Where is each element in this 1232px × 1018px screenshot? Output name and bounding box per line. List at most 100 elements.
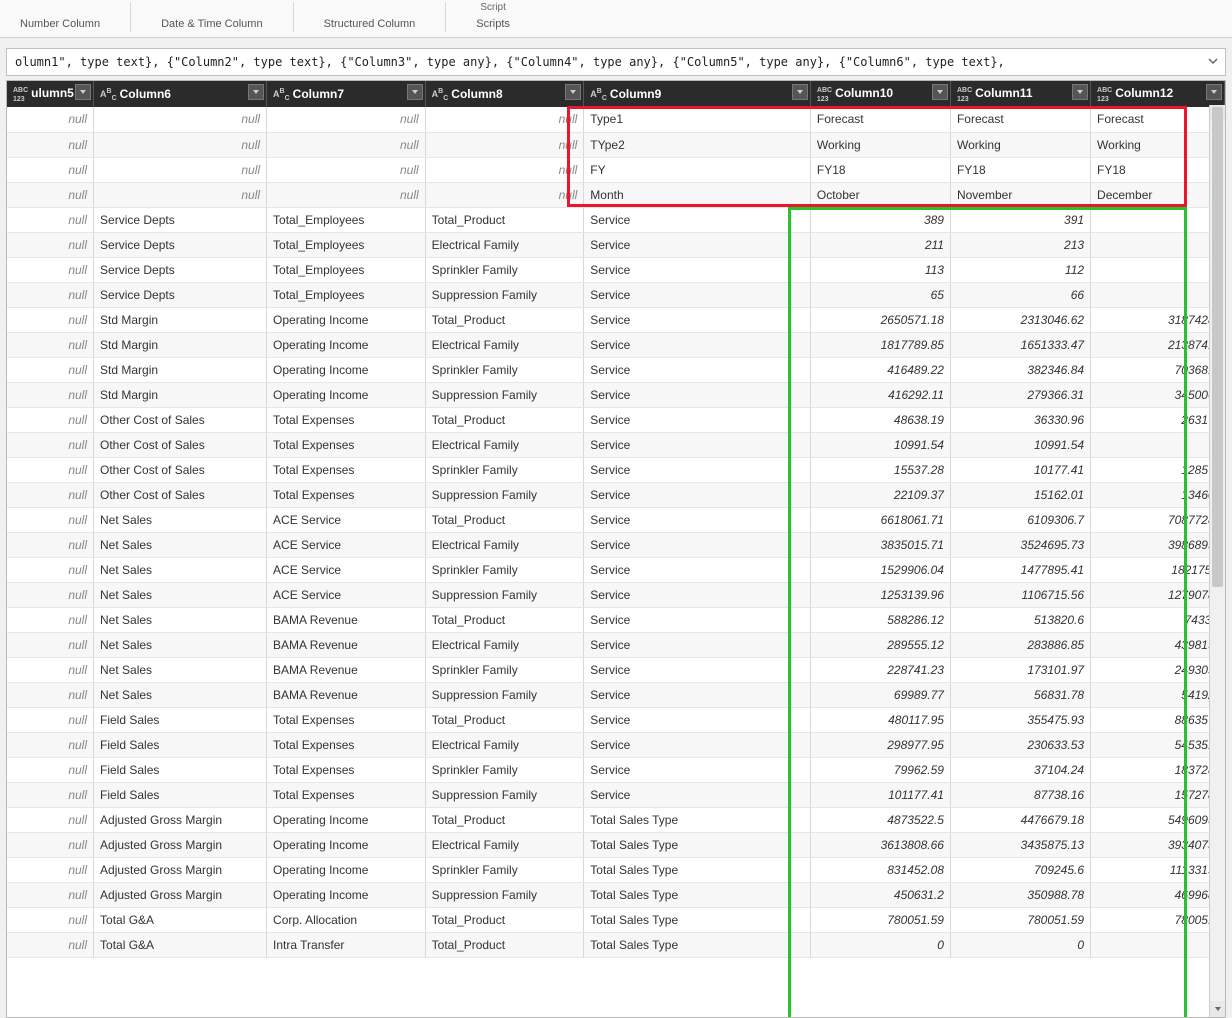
table-row[interactable]: nullNet SalesACE ServiceElectrical Famil… — [7, 532, 1225, 557]
cell[interactable]: Suppression Family — [425, 882, 584, 907]
cell[interactable]: 66 — [950, 282, 1090, 307]
cell[interactable]: Other Cost of Sales — [94, 457, 267, 482]
cell[interactable]: null — [94, 182, 267, 207]
cell[interactable]: 350988.78 — [950, 882, 1090, 907]
table-row[interactable]: nullService DeptsTotal_EmployeesSuppress… — [7, 282, 1225, 307]
cell[interactable]: 416292.11 — [810, 382, 950, 407]
table-row[interactable]: nullOther Cost of SalesTotal ExpensesTot… — [7, 407, 1225, 432]
cell[interactable]: Service — [584, 232, 811, 257]
filter-dropdown-icon[interactable] — [932, 84, 948, 100]
cell[interactable]: null — [267, 107, 426, 132]
cell[interactable]: 3986895. — [1091, 532, 1225, 557]
cell[interactable]: Net Sales — [94, 682, 267, 707]
table-row[interactable]: nullStd MarginOperating IncomeElectrical… — [7, 332, 1225, 357]
table-row[interactable]: nullService DeptsTotal_EmployeesElectric… — [7, 232, 1225, 257]
cell[interactable]: 389 — [810, 207, 950, 232]
column-header-column9[interactable]: ABCColumn9 — [584, 81, 811, 107]
cell[interactable]: null — [7, 232, 94, 257]
cell[interactable]: Total Expenses — [267, 432, 426, 457]
cell[interactable]: Adjusted Gross Margin — [94, 832, 267, 857]
cell[interactable]: Total_Product — [425, 907, 584, 932]
cell[interactable]: Field Sales — [94, 782, 267, 807]
cell[interactable]: Total Expenses — [267, 757, 426, 782]
cell[interactable]: null — [7, 632, 94, 657]
cell[interactable]: 211 — [810, 232, 950, 257]
ribbon-group-structured[interactable]: Structured Column — [324, 0, 416, 30]
cell[interactable]: Service — [584, 757, 811, 782]
cell[interactable]: Total_Employees — [267, 282, 426, 307]
cell[interactable]: null — [7, 407, 94, 432]
cell[interactable]: Service — [584, 382, 811, 407]
cell[interactable]: Total Expenses — [267, 782, 426, 807]
cell[interactable]: Service — [584, 657, 811, 682]
cell[interactable]: null — [267, 132, 426, 157]
cell[interactable]: December — [1091, 182, 1225, 207]
cell[interactable]: Operating Income — [267, 882, 426, 907]
table-row[interactable]: nullNet SalesACE ServiceSuppression Fami… — [7, 582, 1225, 607]
table-row[interactable]: nullNet SalesBAMA RevenueTotal_ProductSe… — [7, 607, 1225, 632]
column-header-column8[interactable]: ABCColumn8 — [425, 81, 584, 107]
cell[interactable]: 10991.54 — [950, 432, 1090, 457]
cell[interactable]: 1253139.96 — [810, 582, 950, 607]
cell[interactable]: 588286.12 — [810, 607, 950, 632]
cell[interactable]: Electrical Family — [425, 532, 584, 557]
cell[interactable]: 2 — [1091, 232, 1225, 257]
cell[interactable]: Type1 — [584, 107, 811, 132]
cell[interactable]: Total_Product — [425, 307, 584, 332]
table-row[interactable]: nullField SalesTotal ExpensesSprinkler F… — [7, 757, 1225, 782]
cell[interactable]: Net Sales — [94, 657, 267, 682]
cell[interactable]: 469968. — [1091, 882, 1225, 907]
cell[interactable]: Service — [584, 207, 811, 232]
filter-dropdown-icon[interactable] — [565, 84, 581, 100]
cell[interactable]: null — [7, 332, 94, 357]
cell[interactable]: Forecast — [950, 107, 1090, 132]
cell[interactable]: null — [7, 582, 94, 607]
cell[interactable]: Suppression Family — [425, 382, 584, 407]
cell[interactable]: Other Cost of Sales — [94, 432, 267, 457]
cell[interactable]: Sprinkler Family — [425, 257, 584, 282]
cell[interactable]: null — [7, 607, 94, 632]
cell[interactable]: Service — [584, 532, 811, 557]
cell[interactable]: 3524695.73 — [950, 532, 1090, 557]
cell[interactable]: 3187428. — [1091, 307, 1225, 332]
cell[interactable]: 545351. — [1091, 732, 1225, 757]
filter-dropdown-icon[interactable] — [75, 84, 91, 100]
filter-dropdown-icon[interactable] — [792, 84, 808, 100]
filter-dropdown-icon[interactable] — [407, 84, 423, 100]
cell[interactable]: Total Expenses — [267, 732, 426, 757]
cell[interactable]: null — [7, 932, 94, 957]
cell[interactable]: Sprinkler Family — [425, 457, 584, 482]
cell[interactable] — [1091, 432, 1225, 457]
cell[interactable]: Service — [584, 632, 811, 657]
column-header-column6[interactable]: ABCColumn6 — [94, 81, 267, 107]
table-row[interactable]: nullService DeptsTotal_EmployeesTotal_Pr… — [7, 207, 1225, 232]
cell[interactable]: null — [7, 557, 94, 582]
cell[interactable]: Total_Employees — [267, 232, 426, 257]
cell[interactable]: 112 — [950, 257, 1090, 282]
cell[interactable]: Electrical Family — [425, 632, 584, 657]
cell[interactable]: 355475.93 — [950, 707, 1090, 732]
cell[interactable]: Other Cost of Sales — [94, 482, 267, 507]
cell[interactable]: Service — [584, 482, 811, 507]
cell[interactable]: Suppression Family — [425, 782, 584, 807]
cell[interactable]: 37104.24 — [950, 757, 1090, 782]
cell[interactable]: 2138741. — [1091, 332, 1225, 357]
formula-bar[interactable]: olumn1", type text}, {"Column2", type te… — [6, 48, 1226, 76]
cell[interactable]: Total_Product — [425, 407, 584, 432]
cell[interactable]: 416489.22 — [810, 357, 950, 382]
cell[interactable]: 4476679.18 — [950, 807, 1090, 832]
cell[interactable]: Electrical Family — [425, 732, 584, 757]
cell[interactable]: Month — [584, 182, 811, 207]
cell[interactable]: FY18 — [1091, 157, 1225, 182]
cell[interactable]: 113 — [810, 257, 950, 282]
cell[interactable]: null — [7, 757, 94, 782]
cell[interactable]: 1821754 — [1091, 557, 1225, 582]
cell[interactable]: null — [7, 832, 94, 857]
cell[interactable]: null — [7, 482, 94, 507]
cell[interactable]: 12857. — [1091, 457, 1225, 482]
cell[interactable]: Corp. Allocation — [267, 907, 426, 932]
table-row[interactable]: nullAdjusted Gross MarginOperating Incom… — [7, 857, 1225, 882]
ribbon-group-datetime[interactable]: Date & Time Column — [161, 0, 262, 30]
cell[interactable]: null — [7, 282, 94, 307]
cell[interactable]: null — [7, 857, 94, 882]
